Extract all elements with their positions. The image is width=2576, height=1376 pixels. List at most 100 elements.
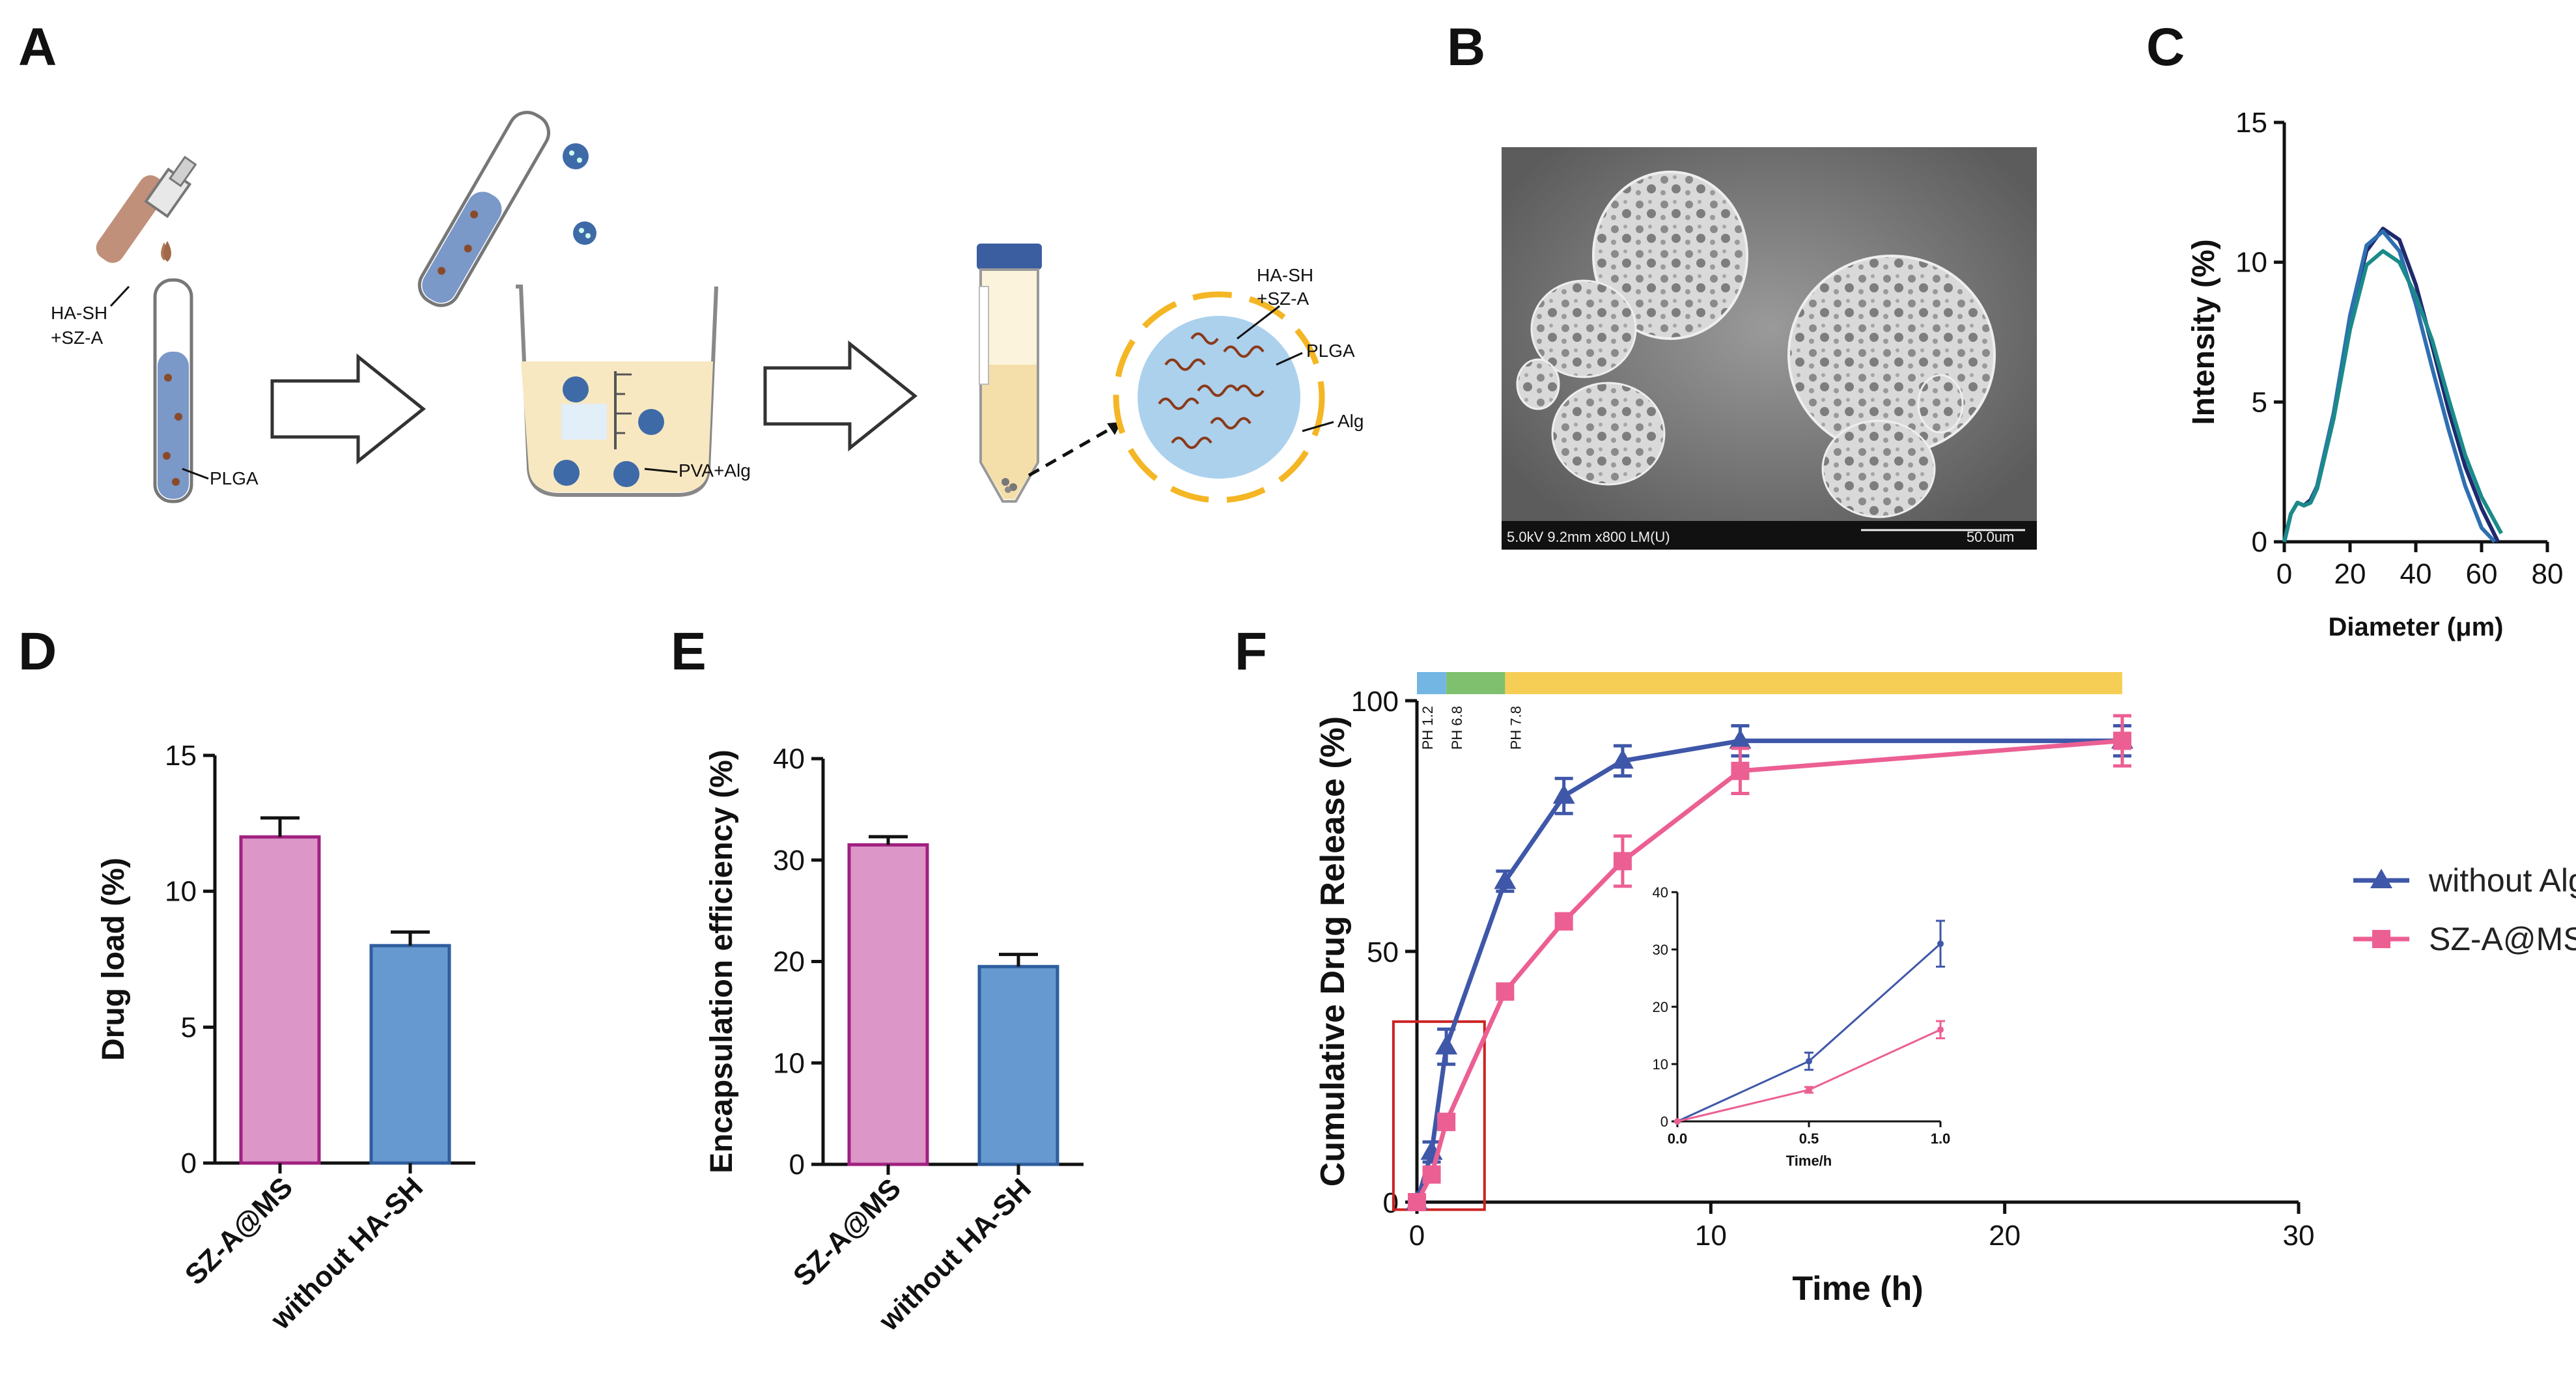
sem-scale-label: 50.0um	[1967, 529, 2014, 545]
pouring-tube	[417, 111, 550, 307]
ph-segment	[1446, 672, 1505, 694]
label-ms-hasz-1: HA-SH	[1257, 265, 1313, 285]
bar	[369, 944, 451, 1165]
y-axis-label: Cumulative Drug Release (%)	[1314, 716, 1352, 1186]
y-tick-label: 10	[2235, 247, 2267, 279]
data-point	[1729, 729, 1752, 749]
beaker-illustration	[516, 285, 718, 497]
y-tick-label: 0	[789, 1149, 805, 1181]
label-plga: PLGA	[210, 468, 259, 488]
process-arrow-icon	[763, 340, 918, 452]
microsphere-diagram	[1113, 291, 1325, 503]
centrifuge-tube	[977, 244, 1042, 503]
inset-data-point	[1806, 1058, 1812, 1065]
zoom-box	[1392, 1020, 1486, 1211]
data-point	[1408, 1193, 1426, 1211]
data-point	[1552, 784, 1575, 804]
inset-data-point	[1937, 1026, 1944, 1033]
y-tick-label: 40	[773, 743, 805, 775]
bar	[239, 835, 321, 1165]
inset-series-line	[1677, 943, 1941, 1123]
panel-label-d: D	[18, 622, 57, 681]
y-axis-label: Encapsulation efficiency (%)	[705, 750, 739, 1173]
schematic: HA-SH +SZ-A PLGA	[51, 111, 1364, 503]
sem-image: 5.0kV 9.2mm x800 LM(U) 50.0um	[1502, 147, 2037, 550]
inset-data-point	[1937, 940, 1944, 948]
panel-label-c: C	[2146, 18, 2185, 77]
label-hasz-2: +SZ-A	[51, 328, 103, 348]
data-point	[2113, 731, 2132, 750]
legend-label: without Alg	[2428, 862, 2576, 899]
x-tick-label: 60	[2466, 558, 2498, 590]
sem-info: 5.0kV 9.2mm x800 LM(U)	[1507, 529, 1670, 545]
label-ms-hasz-2: +SZ-A	[1257, 288, 1309, 309]
y-tick-label: 30	[773, 845, 805, 877]
data-point	[1554, 912, 1573, 931]
data-point	[1613, 852, 1632, 871]
inset-x-tick-label: 0.0	[1668, 1130, 1688, 1147]
drop-icon	[163, 241, 171, 262]
x-tick-label: 20	[1989, 1220, 2021, 1252]
y-tick-label: 0	[181, 1147, 197, 1179]
inset-series-line	[1677, 1028, 1941, 1123]
inset-x-tick-label: 0.5	[1799, 1130, 1819, 1147]
y-tick-label: 20	[773, 946, 805, 978]
inset-y-tick-label: 10	[1653, 1056, 1668, 1073]
data-point	[1496, 982, 1515, 1001]
y-tick-label: 5	[2252, 386, 2267, 418]
x-axis-label: Time (h)	[1792, 1270, 1923, 1308]
ph-segment	[1505, 672, 2123, 694]
series-line	[1414, 738, 2123, 1203]
data-point	[1731, 761, 1750, 780]
x-tick-label: 0	[2276, 558, 2292, 590]
chart-c: 0 5 10 15 0 20 40 60 80 Diameter (μm) Intensity (%…	[2187, 107, 2563, 641]
label-arrow	[1237, 305, 1280, 340]
bar	[847, 843, 929, 1166]
y-tick-label: 5	[181, 1011, 197, 1043]
label-arrow	[644, 468, 678, 473]
microsphere-icon	[563, 143, 596, 245]
x-axis-label: Diameter (μm)	[2329, 613, 2504, 641]
x-tick-label: 10	[1695, 1220, 1727, 1252]
y-tick-label: 100	[1351, 686, 1399, 718]
ph-label: PH 7.8	[1507, 706, 1524, 750]
data-point	[1435, 1035, 1458, 1055]
panel-label-f: F	[1235, 622, 1267, 681]
y-tick-label: 10	[773, 1047, 805, 1079]
panel-label-b: B	[1447, 18, 1485, 77]
panel-label-e: E	[671, 622, 707, 681]
plga-tube	[153, 278, 193, 503]
ph-label: PH 6.8	[1449, 706, 1465, 750]
x-tick-label: SZ-A@MS	[179, 1171, 299, 1291]
label-arrow	[182, 468, 209, 480]
data-point	[1422, 1165, 1441, 1184]
bar	[977, 964, 1059, 1166]
data-point	[1437, 1112, 1456, 1131]
series-line	[2282, 249, 2503, 542]
process-arrow-icon	[270, 353, 427, 465]
x-tick-label: SZ-A@MS	[787, 1172, 907, 1292]
inset-x-tick-label: 1.0	[1931, 1130, 1951, 1147]
y-tick-label: 50	[1367, 936, 1399, 968]
inset-y-tick-label: 40	[1653, 884, 1668, 901]
data-point	[1494, 869, 1517, 890]
inset-x-axis-label: Time/h	[1786, 1153, 1832, 1169]
y-tick-label: 10	[165, 876, 197, 908]
x-tick-label: 80	[2532, 558, 2564, 590]
label-pva-alg: PVA+Alg	[679, 460, 751, 481]
y-tick-label: 0	[2252, 526, 2267, 558]
data-point	[1611, 749, 1634, 769]
x-tick-label: 0	[1409, 1220, 1425, 1252]
inset-data-point	[1674, 1118, 1681, 1125]
x-tick-label: 30	[2283, 1220, 2315, 1252]
ph-label: PH 1.2	[1420, 706, 1436, 750]
label-ms-plga: PLGA	[1306, 341, 1355, 361]
pipette-illustration	[96, 156, 197, 263]
inset-y-tick-label: 30	[1653, 942, 1668, 958]
legend-label: SZ-A@MS	[2429, 921, 2576, 957]
x-tick-label: 20	[2334, 558, 2366, 590]
zoom-arrow	[1028, 421, 1121, 477]
